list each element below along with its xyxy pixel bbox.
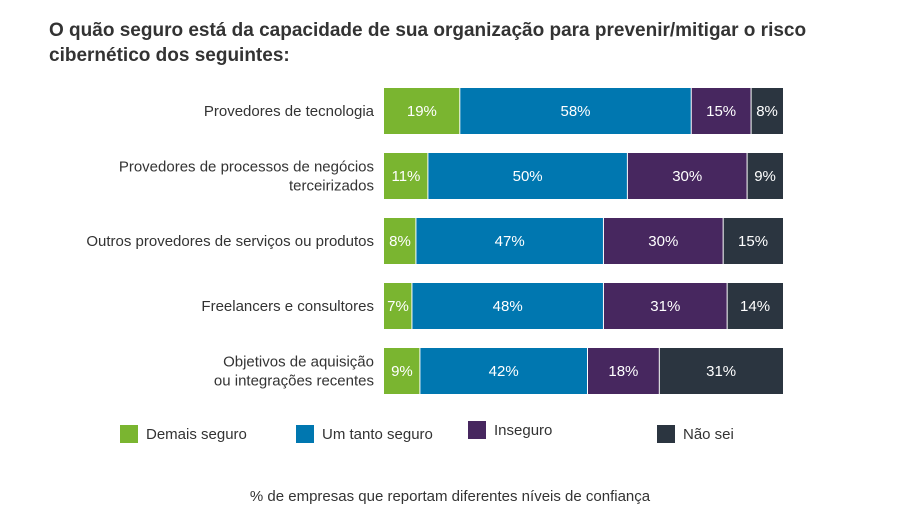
bar-segment <box>384 88 460 134</box>
bar-segment <box>384 283 412 329</box>
bar-segment <box>723 218 783 264</box>
bar-segment <box>659 348 783 394</box>
bar-segment <box>384 153 428 199</box>
bar-segment <box>751 88 783 134</box>
category-label-line: Objetivos de aquisição <box>223 354 374 371</box>
bar-segment <box>384 218 416 264</box>
legend-label: Demais seguro <box>146 425 247 443</box>
bar-segment <box>603 218 724 264</box>
legend-swatch <box>468 421 486 439</box>
bar-value-label: 11% <box>391 168 420 185</box>
bar-value-label: 47% <box>495 233 525 250</box>
category-label: Freelancers e consultores <box>201 298 374 315</box>
bar-segment <box>427 153 628 199</box>
category-label: Provedores de tecnologia <box>204 103 375 120</box>
bar-value-label: 15% <box>706 103 736 120</box>
bar-segment <box>384 348 420 394</box>
legend-label: Não sei <box>683 425 734 443</box>
chart-footnote: % de empresas que reportam diferentes ní… <box>249 488 651 505</box>
bar-value-label: 14% <box>740 298 770 315</box>
bar-segment <box>459 88 692 134</box>
category-label-line: terceirizados <box>289 178 374 195</box>
legend-label: Um tanto seguro <box>322 425 433 443</box>
bar-segment <box>415 218 604 264</box>
category-label-line: ou integrações recentes <box>214 373 374 390</box>
bar-value-label: 42% <box>489 363 519 380</box>
bar-value-label: 8% <box>389 233 411 250</box>
bar-value-label: 31% <box>706 363 736 380</box>
bar-value-label: 7% <box>387 298 409 315</box>
bar-value-label: 18% <box>608 363 638 380</box>
legend-item: Um tanto seguro <box>296 425 433 443</box>
bar-value-label: 30% <box>648 233 678 250</box>
category-label: Objetivos de aquisição ou integrações rec… <box>214 354 374 390</box>
bar-value-label: 15% <box>738 233 768 250</box>
bar-value-label: 8% <box>756 103 778 120</box>
category-label-line: Freelancers e consultores <box>201 298 374 315</box>
bar-value-label: 9% <box>391 363 413 380</box>
bar-segment <box>691 88 752 134</box>
bar-value-label: 50% <box>513 168 543 185</box>
bar-value-label: 30% <box>672 168 702 185</box>
bar-segment <box>419 348 588 394</box>
legend-swatch <box>657 425 675 443</box>
chart-title: O quão seguro está da capacidade de sua … <box>49 20 807 66</box>
category-label-line: Outros provedores de serviços ou produto… <box>86 233 374 250</box>
legend-item: Demais seguro <box>120 425 247 443</box>
legend-item: Não sei <box>657 425 734 443</box>
legend-item: Inseguro <box>468 421 552 439</box>
bar-value-label: 48% <box>493 298 523 315</box>
legend-label: Inseguro <box>494 421 553 439</box>
bar-segment <box>627 153 748 199</box>
legend-swatch <box>120 425 138 443</box>
category-label-line: Provedores de tecnologia <box>204 103 375 120</box>
category-label: Outros provedores de serviços ou produto… <box>86 233 374 250</box>
bar-value-label: 31% <box>650 298 680 315</box>
bar-value-label: 19% <box>407 103 437 120</box>
category-label-line: Provedores de processos de negócios <box>119 159 374 176</box>
legend-swatch <box>296 425 314 443</box>
bar-value-label: 9% <box>754 168 776 185</box>
bar-segment <box>603 283 728 329</box>
bar-segment <box>411 283 604 329</box>
bar-segment <box>727 283 783 329</box>
bar-segment <box>587 348 660 394</box>
bar-segment <box>747 153 783 199</box>
bar-value-label: 58% <box>561 103 591 120</box>
category-label: Provedores de processos de negócios terce… <box>119 159 374 195</box>
